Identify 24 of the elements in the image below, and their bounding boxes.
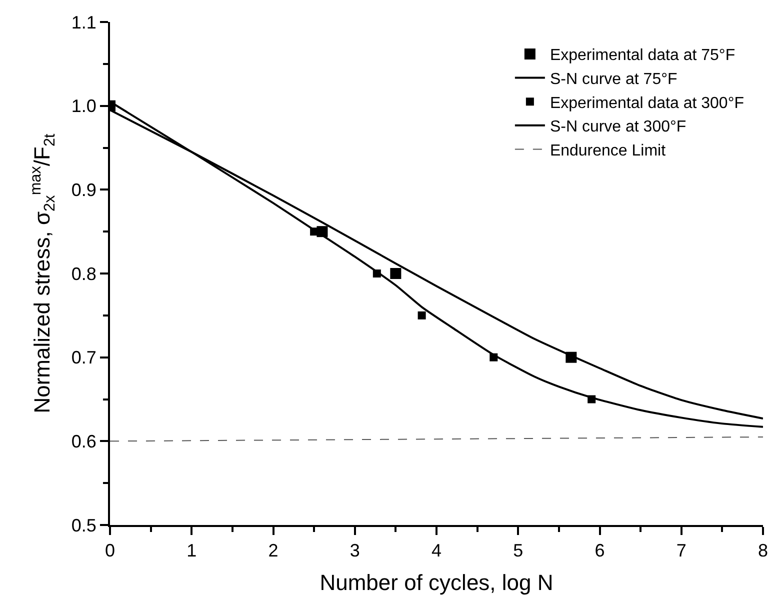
legend-label: S-N curve at 300°F bbox=[550, 118, 686, 136]
x-tick-label: 4 bbox=[431, 540, 442, 561]
legend-label: Endurence Limit bbox=[550, 142, 666, 160]
y-tick-label: 0.5 bbox=[71, 515, 96, 536]
y-tick-label: 1.1 bbox=[71, 12, 96, 32]
point bbox=[418, 311, 426, 320]
x-tick-label: 8 bbox=[758, 540, 768, 561]
legend-label: S-N curve at 75°F bbox=[550, 71, 678, 88]
y-tick-label: 0.9 bbox=[71, 180, 96, 200]
legend-label: Experimental data at 75°F bbox=[550, 47, 736, 64]
x-tick-label: 6 bbox=[594, 540, 605, 561]
x-tick-label: 0 bbox=[104, 540, 116, 561]
x-tick-label: 2 bbox=[268, 540, 278, 561]
y-tick-label: 0.6 bbox=[71, 431, 96, 452]
y-tick-label: 0.8 bbox=[71, 264, 96, 284]
legend-label: Experimental data at 300°F bbox=[550, 94, 744, 112]
point bbox=[390, 268, 402, 279]
x-tick-label: 1 bbox=[186, 540, 197, 561]
x-axis-title: Number of cycles, log N bbox=[320, 570, 554, 595]
x-tick-label: 3 bbox=[350, 540, 360, 561]
y-tick-label: 0.7 bbox=[71, 348, 96, 368]
x-tick-label: 5 bbox=[513, 540, 524, 561]
x-tick-label: 7 bbox=[676, 540, 686, 561]
y-tick-label: 1.0 bbox=[71, 96, 96, 116]
